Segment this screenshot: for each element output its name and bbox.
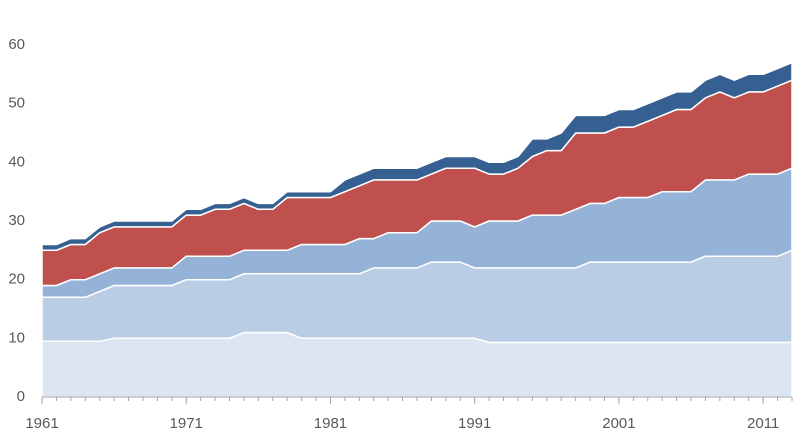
x-tick-label: 1981 bbox=[314, 415, 347, 432]
y-tick-label: 30 bbox=[8, 212, 25, 229]
x-tick-label: 1971 bbox=[170, 415, 203, 432]
x-tick-label: 2011 bbox=[747, 415, 779, 432]
y-tick-label: 20 bbox=[8, 271, 25, 288]
area bbox=[41, 61, 793, 252]
y-tick-label: 10 bbox=[8, 329, 25, 346]
y-tick-label: 60 bbox=[8, 36, 25, 53]
y-tick-label: 50 bbox=[8, 95, 25, 112]
y-tick-label: 40 bbox=[8, 153, 25, 170]
y-tick-label: 0 bbox=[17, 388, 25, 405]
x-tick-label: 1991 bbox=[458, 415, 491, 432]
x-tick-label: 1961 bbox=[25, 415, 58, 432]
x-tick-label: 2001 bbox=[602, 415, 635, 432]
